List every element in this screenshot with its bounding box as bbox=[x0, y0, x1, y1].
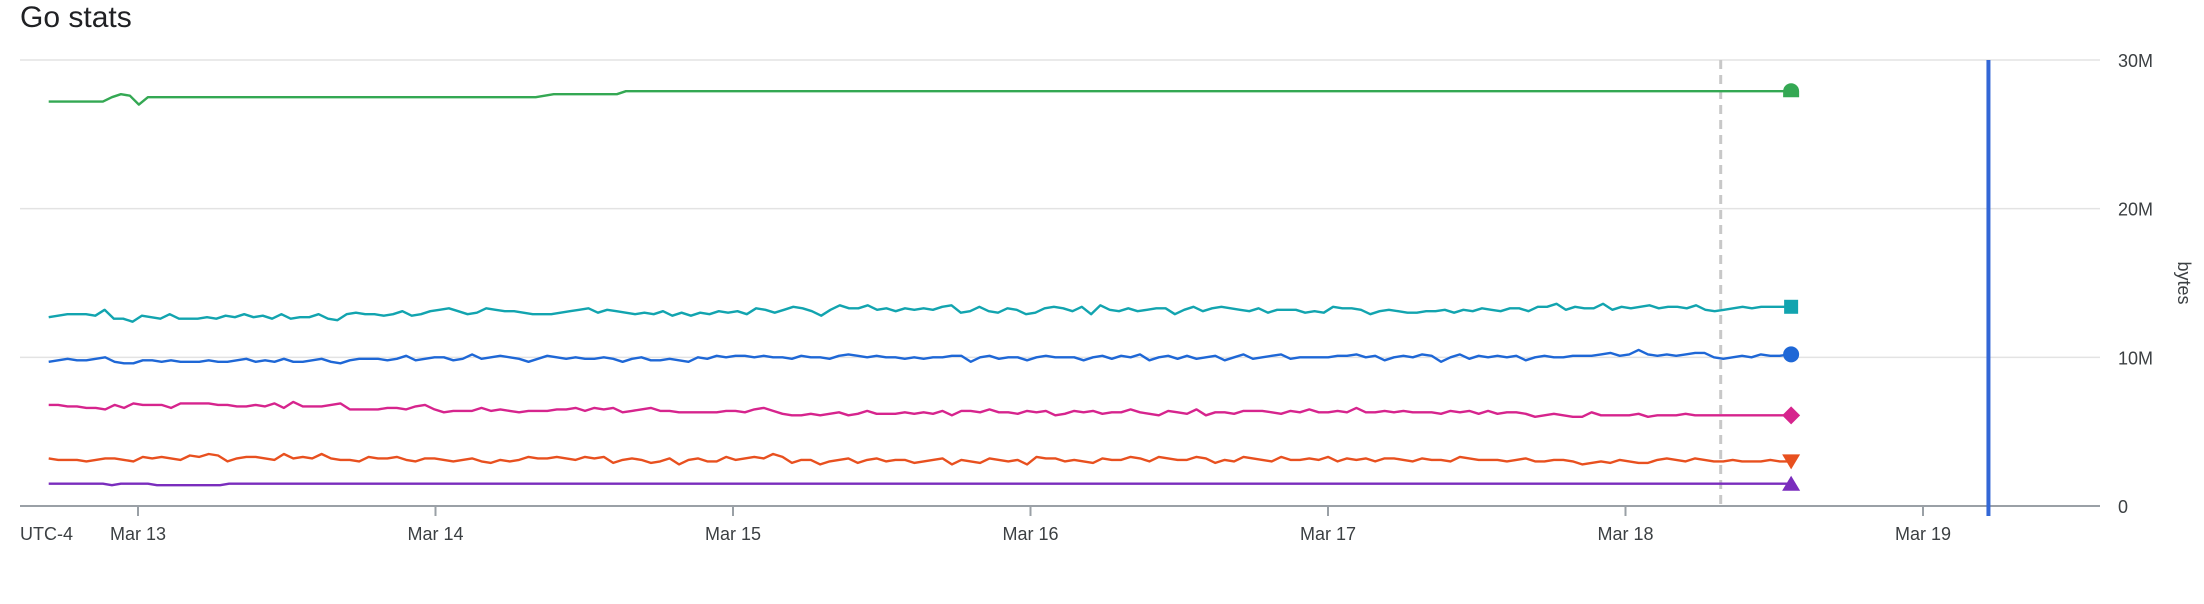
series-end-marker-5 bbox=[1782, 454, 1801, 470]
x-axis: UTC-4 Mar 13 Mar 14 Mar 15 Mar 16 Mar 17 Mar 1… bbox=[20, 506, 1951, 544]
y-tick-label: 10M bbox=[2118, 348, 2153, 368]
y-axis-title: bytes bbox=[2174, 261, 2194, 304]
series-end-marker-6 bbox=[1782, 475, 1801, 491]
x-tick-label: Mar 13 bbox=[110, 524, 166, 544]
series-line-1 bbox=[48, 89, 1790, 106]
series-lines bbox=[48, 83, 1801, 491]
y-tick-label: 30M bbox=[2118, 51, 2153, 71]
y-tick-label: 0 bbox=[2118, 497, 2128, 517]
series-line-6 bbox=[48, 482, 1790, 487]
series-end-marker-1 bbox=[1783, 83, 1800, 98]
series-line-5 bbox=[48, 452, 1790, 466]
series-line-2 bbox=[48, 302, 1790, 323]
x-tick-label: Mar 19 bbox=[1895, 524, 1951, 544]
series-end-marker-3 bbox=[1783, 346, 1800, 363]
x-tick-label: Mar 15 bbox=[705, 524, 761, 544]
y-axis: 0 10M 20M 30M bbox=[2118, 51, 2153, 517]
x-tick-label: Mar 14 bbox=[407, 524, 463, 544]
x-tick-label: Mar 16 bbox=[1002, 524, 1058, 544]
chart-title: Go stats bbox=[20, 1, 132, 34]
x-tick-label: Mar 18 bbox=[1597, 524, 1653, 544]
x-tick-label: Mar 17 bbox=[1300, 524, 1356, 544]
series-end-marker-2 bbox=[1784, 299, 1799, 314]
timezone-label: UTC-4 bbox=[20, 524, 73, 544]
gridlines bbox=[20, 59, 2100, 507]
y-tick-label: 20M bbox=[2118, 200, 2153, 220]
series-end-marker-4 bbox=[1782, 406, 1801, 425]
series-line-4 bbox=[48, 400, 1790, 418]
series-line-3 bbox=[48, 348, 1790, 365]
time-markers bbox=[1719, 60, 1991, 516]
